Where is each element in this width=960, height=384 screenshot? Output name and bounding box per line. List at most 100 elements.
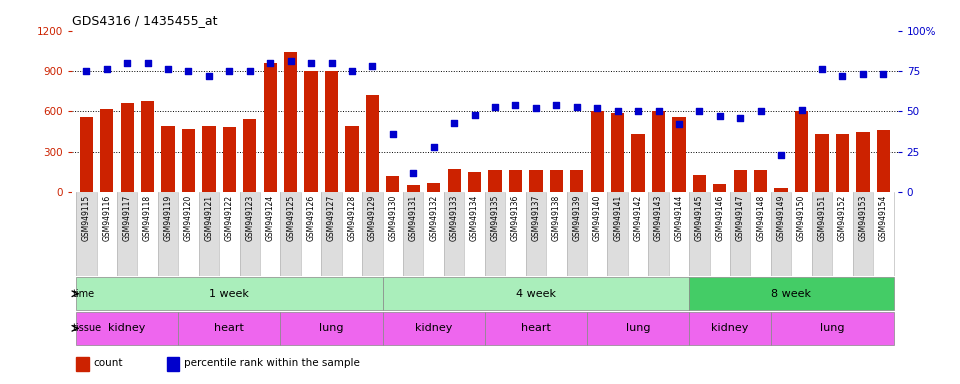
Point bbox=[242, 68, 257, 74]
Bar bbox=[76, 312, 179, 345]
Bar bbox=[652, 111, 665, 192]
Text: GSM949126: GSM949126 bbox=[306, 195, 316, 241]
Point bbox=[488, 103, 503, 109]
Bar bbox=[775, 188, 788, 192]
Bar bbox=[444, 192, 465, 276]
Text: lung: lung bbox=[820, 323, 845, 333]
Bar bbox=[713, 184, 727, 192]
Bar bbox=[167, 357, 180, 371]
Point bbox=[692, 108, 708, 114]
Text: GSM949130: GSM949130 bbox=[389, 195, 397, 241]
Text: GSM949140: GSM949140 bbox=[592, 195, 602, 241]
Text: GSM949145: GSM949145 bbox=[695, 195, 704, 241]
Bar bbox=[243, 119, 256, 192]
Text: GSM949125: GSM949125 bbox=[286, 195, 295, 241]
Text: GSM949139: GSM949139 bbox=[572, 195, 581, 241]
Text: GSM949142: GSM949142 bbox=[634, 195, 642, 241]
Point bbox=[774, 152, 789, 158]
Bar bbox=[366, 95, 379, 192]
Text: GSM949143: GSM949143 bbox=[654, 195, 663, 241]
Bar bbox=[324, 71, 338, 192]
Bar bbox=[304, 71, 318, 192]
Point bbox=[405, 170, 420, 176]
Text: GSM949151: GSM949151 bbox=[818, 195, 827, 241]
Text: lung: lung bbox=[320, 323, 344, 333]
Bar bbox=[447, 169, 461, 192]
Bar bbox=[852, 192, 873, 276]
Text: GSM949118: GSM949118 bbox=[143, 195, 152, 241]
Bar bbox=[423, 192, 444, 276]
Text: GSM949154: GSM949154 bbox=[878, 195, 888, 241]
Bar bbox=[223, 127, 236, 192]
Bar bbox=[546, 192, 566, 276]
Text: GSM949117: GSM949117 bbox=[123, 195, 132, 241]
Bar bbox=[608, 192, 628, 276]
Bar bbox=[179, 192, 199, 276]
Bar bbox=[181, 129, 195, 192]
Text: GSM949116: GSM949116 bbox=[103, 195, 111, 241]
Bar bbox=[280, 312, 383, 345]
Bar bbox=[873, 192, 894, 276]
Text: GSM949123: GSM949123 bbox=[246, 195, 254, 241]
Text: GSM949121: GSM949121 bbox=[204, 195, 213, 241]
Bar bbox=[346, 126, 359, 192]
Bar bbox=[689, 312, 771, 345]
Bar bbox=[80, 117, 93, 192]
Bar bbox=[876, 130, 890, 192]
Bar bbox=[587, 312, 689, 345]
Text: GSM949146: GSM949146 bbox=[715, 195, 724, 241]
Bar bbox=[632, 134, 645, 192]
Bar bbox=[362, 192, 383, 276]
Text: GSM949136: GSM949136 bbox=[511, 195, 520, 241]
Bar bbox=[219, 192, 240, 276]
Point bbox=[426, 144, 442, 150]
Bar bbox=[407, 185, 420, 192]
Point bbox=[569, 103, 585, 109]
Bar bbox=[199, 192, 219, 276]
Bar bbox=[161, 126, 175, 192]
Bar bbox=[141, 101, 155, 192]
Point bbox=[222, 68, 237, 74]
Text: GSM949133: GSM949133 bbox=[449, 195, 459, 241]
Text: GSM949144: GSM949144 bbox=[675, 195, 684, 241]
Bar bbox=[856, 131, 870, 192]
Point bbox=[180, 68, 196, 74]
Point bbox=[712, 113, 728, 119]
Text: GSM949152: GSM949152 bbox=[838, 195, 847, 241]
Point bbox=[651, 108, 666, 114]
Text: GSM949124: GSM949124 bbox=[266, 195, 275, 241]
Bar bbox=[322, 192, 342, 276]
Text: GSM949127: GSM949127 bbox=[327, 195, 336, 241]
Point bbox=[385, 131, 400, 137]
Bar bbox=[383, 192, 403, 276]
Point bbox=[549, 102, 564, 108]
Bar bbox=[137, 192, 157, 276]
Text: count: count bbox=[93, 358, 123, 368]
Point bbox=[467, 111, 482, 118]
Bar bbox=[628, 192, 648, 276]
Text: GSM949122: GSM949122 bbox=[225, 195, 234, 241]
Bar bbox=[669, 192, 689, 276]
Text: kidney: kidney bbox=[415, 323, 452, 333]
Bar bbox=[179, 312, 280, 345]
Text: 4 week: 4 week bbox=[516, 289, 556, 299]
Text: GSM949150: GSM949150 bbox=[797, 195, 806, 241]
Point bbox=[732, 115, 748, 121]
Text: GSM949137: GSM949137 bbox=[532, 195, 540, 241]
Point bbox=[324, 60, 339, 66]
Text: GSM949149: GSM949149 bbox=[777, 195, 785, 241]
Bar bbox=[587, 192, 608, 276]
Point bbox=[753, 108, 768, 114]
Point bbox=[119, 60, 134, 66]
Point bbox=[610, 108, 625, 114]
Bar bbox=[771, 312, 894, 345]
Bar bbox=[505, 192, 526, 276]
Bar bbox=[836, 134, 849, 192]
Text: 1 week: 1 week bbox=[209, 289, 250, 299]
Bar bbox=[611, 113, 624, 192]
Point bbox=[855, 71, 871, 77]
Text: GSM949147: GSM949147 bbox=[735, 195, 745, 241]
Bar bbox=[76, 192, 97, 276]
Point bbox=[631, 108, 646, 114]
Bar bbox=[76, 277, 383, 310]
